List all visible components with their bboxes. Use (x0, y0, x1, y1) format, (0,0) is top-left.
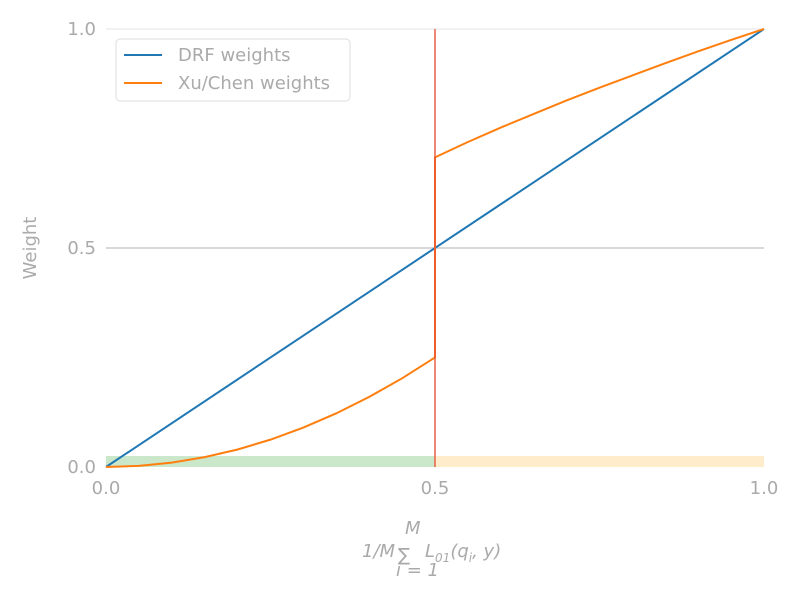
x-label-sum-lower: i = 1 (396, 560, 439, 581)
x-tick-label: 1.0 (750, 478, 779, 499)
tick-labels: 0.0 0.5 1.0 0.0 0.5 1.0 (67, 19, 778, 499)
legend: DRF weights Xu/Chen weights (115, 38, 351, 102)
bands (106, 456, 764, 467)
legend-entry-label: Xu/Chen weights (178, 73, 330, 94)
shaded-band (435, 456, 764, 467)
x-tick-label: 0.5 (421, 478, 450, 499)
x-axis-label: 1/M ∑ M i = 1 L01(qi, y) (362, 518, 501, 581)
x-label-sum-upper: M (405, 518, 421, 539)
shaded-band (106, 456, 435, 467)
y-tick-label: 0.0 (67, 457, 96, 478)
x-label-prefix: 1/M (362, 541, 396, 562)
legend-box (115, 38, 351, 102)
x-tick-label: 0.0 (92, 478, 121, 499)
x-label-term: L01(qi, y) (425, 541, 501, 565)
y-tick-label: 0.5 (67, 238, 96, 259)
y-tick-label: 1.0 (67, 19, 96, 40)
x-label-sum-symbol: ∑ (398, 545, 410, 566)
y-axis-label: Weight (20, 217, 41, 280)
legend-entry-label: DRF weights (178, 45, 291, 66)
